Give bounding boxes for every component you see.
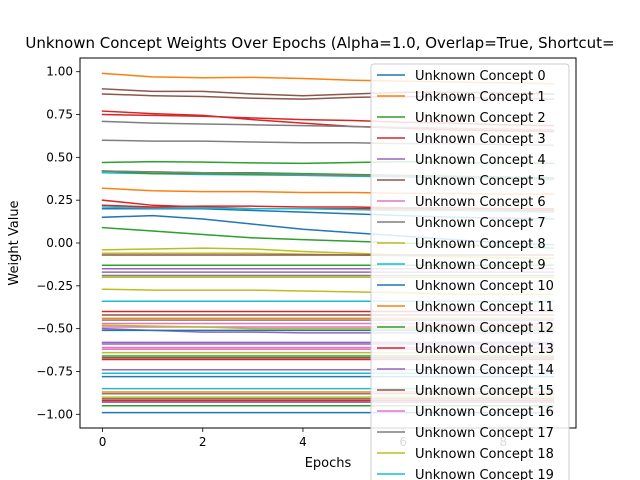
- legend-label-7: Unknown Concept 7: [415, 216, 546, 231]
- y-tick-label: 0.25: [46, 193, 73, 207]
- legend-label-4: Unknown Concept 4: [415, 153, 546, 168]
- y-tick-label: −0.25: [36, 279, 73, 293]
- legend-label-6: Unknown Concept 6: [415, 195, 546, 210]
- legend-label-19: Unknown Concept 19: [415, 468, 554, 480]
- legend-box: [370, 63, 570, 480]
- legend-label-14: Unknown Concept 14: [415, 363, 554, 378]
- axis-ticks: 02468−1.00−0.75−0.50−0.250.000.250.500.7…: [36, 65, 507, 449]
- legend-label-8: Unknown Concept 8: [415, 237, 546, 252]
- x-tick-label: 4: [299, 435, 307, 449]
- legend-label-3: Unknown Concept 3: [415, 132, 546, 147]
- legend-label-16: Unknown Concept 16: [415, 405, 554, 420]
- legend-label-15: Unknown Concept 15: [415, 384, 554, 399]
- y-tick-label: −1.00: [36, 407, 73, 421]
- legend-label-18: Unknown Concept 18: [415, 447, 554, 462]
- chart-title: Unknown Concept Weights Over Epochs (Alp…: [25, 34, 614, 52]
- y-axis-label: Weight Value: [7, 200, 22, 285]
- legend: Unknown Concept 0 Unknown Concept 1 Unknow…: [370, 63, 570, 480]
- legend-label-1: Unknown Concept 1: [415, 90, 546, 105]
- legend-label-9: Unknown Concept 9: [415, 258, 546, 273]
- legend-label-0: Unknown Concept 0: [415, 69, 546, 84]
- legend-label-5: Unknown Concept 5: [415, 174, 546, 189]
- x-axis-label: Epochs: [305, 456, 352, 471]
- legend-label-13: Unknown Concept 13: [415, 342, 554, 357]
- y-tick-label: 0.00: [46, 236, 73, 250]
- legend-label-2: Unknown Concept 2: [415, 111, 546, 126]
- y-tick-label: 0.75: [46, 108, 73, 122]
- y-tick-label: 0.50: [46, 150, 73, 164]
- legend-label-12: Unknown Concept 12: [415, 321, 554, 336]
- y-tick-label: −0.50: [36, 322, 73, 336]
- legend-label-10: Unknown Concept 10: [415, 279, 554, 294]
- x-tick-label: 0: [99, 435, 107, 449]
- legend-label-17: Unknown Concept 17: [415, 426, 554, 441]
- x-tick-label: 2: [199, 435, 207, 449]
- legend-label-11: Unknown Concept 11: [415, 300, 554, 315]
- y-tick-label: −0.75: [36, 364, 73, 378]
- y-tick-label: 1.00: [46, 65, 73, 79]
- plot-frame: [79, 57, 577, 429]
